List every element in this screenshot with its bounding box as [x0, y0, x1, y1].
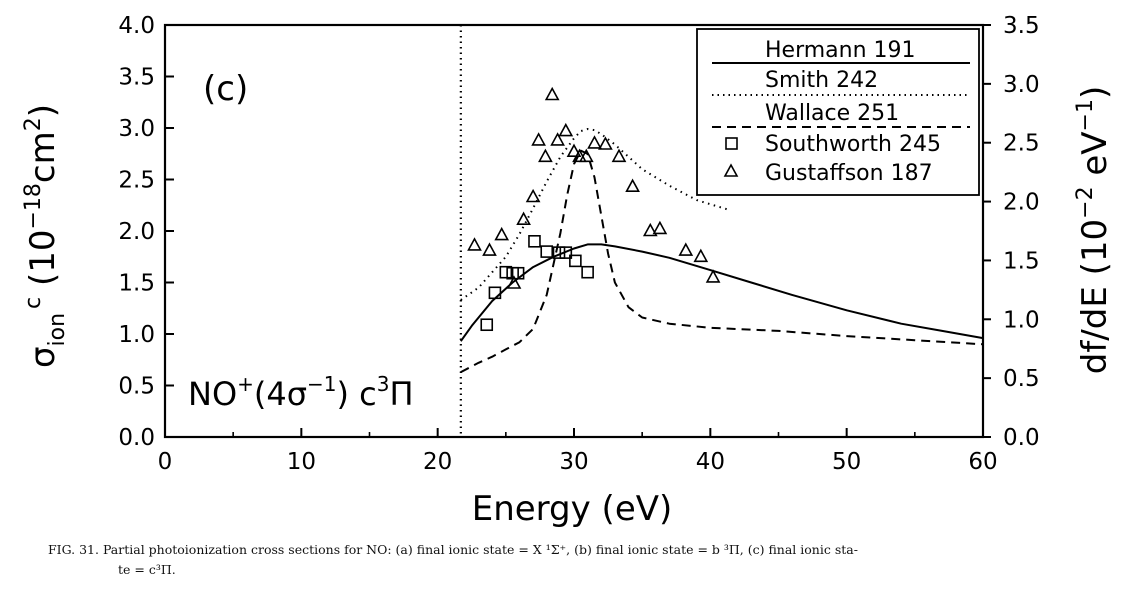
series-line-hermann — [459, 243, 984, 342]
x-tick-label: 10 — [287, 449, 316, 475]
gustaffson-point — [678, 242, 694, 256]
southworth-point — [559, 246, 573, 259]
legend-label-wallace: Wallace 251 — [765, 101, 899, 126]
gustaffson-point — [611, 148, 627, 163]
series-line-wallace — [460, 149, 984, 373]
y-tick-label: 3.0 — [118, 116, 155, 142]
gustaffson-point — [467, 237, 482, 251]
y2-tick-label: 0.0 — [1003, 425, 1040, 451]
gustaffson-point — [578, 148, 594, 163]
legend: Hermann 191 Smith 242 Wallace 251 Southw… — [696, 28, 980, 196]
y-tick-label: 2.5 — [118, 168, 155, 194]
gustaffson-point — [494, 226, 510, 241]
y-tick-label: 2.0 — [118, 219, 155, 245]
legend-label-southworth: Southworth 245 — [765, 132, 941, 157]
legend-marker-gustaffson — [723, 163, 739, 177]
gustaffson-point — [587, 135, 602, 149]
gustaffson-point — [598, 136, 613, 150]
legend-label-gustaffson: Gustaffson 187 — [765, 161, 933, 186]
southworth-point — [488, 286, 502, 300]
southworth-point — [480, 318, 494, 332]
x-axis-title: Energy (eV) — [472, 489, 673, 529]
gustaffson-point — [705, 269, 721, 283]
y-tick-label: 1.0 — [118, 322, 155, 348]
x-tick-label: 30 — [559, 449, 588, 475]
gustaffson-point — [693, 248, 709, 263]
series-line-smith — [460, 128, 732, 301]
southworth-point — [569, 254, 582, 268]
gustaffson-point — [538, 148, 553, 163]
y2-tick-label: 1.5 — [1003, 248, 1040, 274]
x-tick-label: 60 — [968, 449, 997, 475]
y-tick-label: 4.0 — [118, 13, 155, 39]
gustaffson-point — [482, 242, 497, 256]
y-tick-label: 0.0 — [118, 425, 155, 451]
y2-tick-label: 1.0 — [1003, 307, 1040, 333]
legend-label-hermann: Hermann 191 — [765, 38, 916, 63]
y2-axis-title: df/dE (10−2 eV−1) — [1073, 86, 1115, 375]
x-tick-label: 0 — [158, 449, 173, 475]
y-tick-label: 0.5 — [118, 374, 155, 400]
x-tick-label: 40 — [696, 449, 725, 475]
gustaffson-point — [642, 222, 658, 237]
southworth-point — [552, 246, 566, 259]
y2-tick-label: 0.5 — [1003, 366, 1040, 392]
y2-tick-label: 2.0 — [1003, 190, 1040, 216]
gustaffson-point — [544, 86, 560, 101]
gustaffson-point — [652, 220, 668, 235]
gustaffson-point — [531, 132, 546, 146]
legend-box — [696, 28, 980, 196]
gustaffson-point — [525, 188, 541, 203]
axis-ticks: 0 10 20 30 40 50 600.00.51.01.52.02.53.03.54.0… — [118, 13, 1039, 475]
southworth-point — [581, 265, 594, 279]
legend-marker-southworth — [725, 137, 738, 150]
gustaffson-point — [516, 211, 531, 225]
y-axis-title: σionc (10−18cm2) — [21, 104, 70, 368]
figure-caption: FIG. 31. Partial photoionization cross s… — [48, 540, 1128, 580]
southworth-point — [511, 266, 525, 280]
caption-line-1: FIG. 31. Partial photoionization cross s… — [48, 542, 858, 557]
y-tick-label: 1.5 — [118, 271, 155, 297]
gustaffson-point — [506, 275, 522, 289]
caption-line-2: te = c³Π. — [118, 562, 176, 577]
y2-tick-label: 3.5 — [1003, 13, 1040, 39]
y2-tick-label: 2.5 — [1003, 131, 1040, 157]
legend-label-smith: Smith 242 — [765, 68, 878, 93]
gustaffson-point — [550, 132, 565, 146]
x-tick-label: 20 — [423, 449, 452, 475]
southworth-point — [499, 265, 513, 279]
series-layer — [459, 86, 984, 373]
gustaffson-point — [566, 143, 582, 157]
gustaffson-point — [558, 122, 574, 137]
y-tick-label: 3.5 — [118, 65, 155, 91]
southworth-point — [528, 235, 541, 248]
y2-tick-label: 3.0 — [1003, 72, 1040, 98]
southworth-point — [540, 245, 554, 258]
gustaffson-point — [625, 178, 640, 192]
x-tick-label: 50 — [832, 449, 861, 475]
panel-label: (c) — [203, 69, 248, 109]
state-label: NO+(4σ−1) c3Π — [188, 372, 414, 413]
